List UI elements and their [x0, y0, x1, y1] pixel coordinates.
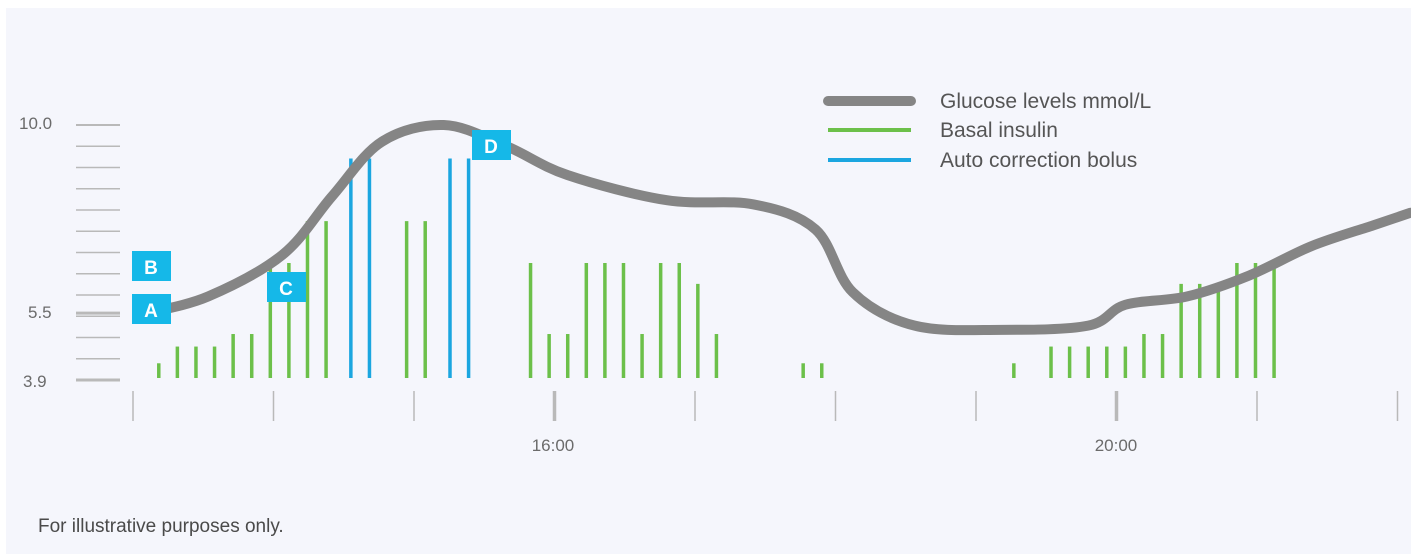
- y-tick-label-3-9: 3.9: [23, 372, 47, 391]
- y-tick-label-10: 10.0: [19, 114, 52, 133]
- glucose-line: [141, 119, 1411, 336]
- legend-label-glucose: Glucose levels mmol/L: [940, 90, 1151, 113]
- legend-label-basal: Basal insulin: [940, 119, 1058, 142]
- marker-b-box: [132, 251, 171, 281]
- x-tick-label-1600: 16:00: [532, 436, 575, 455]
- legend: Glucose levels mmol/L Basal insulin Auto…: [823, 90, 1151, 172]
- y-tick-label-5-5: 5.5: [28, 303, 52, 322]
- chart-panel: 10.0 5.5 3.9 16:00 20:00 Glucose levels …: [6, 8, 1411, 554]
- marker-a: A: [132, 294, 171, 324]
- marker-d: D: [472, 130, 511, 160]
- marker-a-label: A: [144, 301, 158, 322]
- marker-c: C: [267, 272, 306, 302]
- glucose-insulin-chart: 10.0 5.5 3.9 16:00 20:00 Glucose levels …: [19, 90, 1411, 455]
- x-tick-label-2000: 20:00: [1095, 436, 1138, 455]
- marker-b: B: [132, 251, 171, 281]
- legend-label-bolus: Auto correction bolus: [940, 149, 1137, 172]
- insulin-bars: [157, 158, 1276, 378]
- marker-d-label: D: [484, 137, 498, 158]
- marker-b-label: B: [144, 258, 158, 279]
- marker-a-box: [132, 294, 171, 324]
- marker-c-label: C: [279, 279, 293, 300]
- marker-d-box: [472, 130, 511, 160]
- marker-c-box: [267, 272, 306, 302]
- x-axis-ticks: [132, 391, 1399, 421]
- y-axis-ticks: [76, 124, 120, 382]
- footnote: For illustrative purposes only.: [38, 516, 284, 537]
